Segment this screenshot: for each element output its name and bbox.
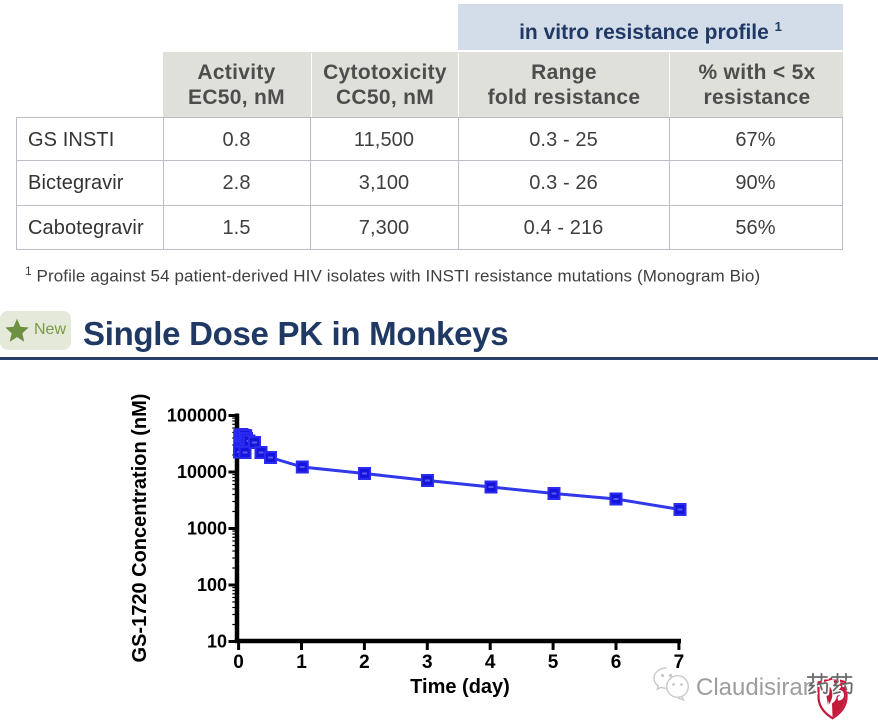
svg-text:3: 3 <box>422 652 433 673</box>
svg-text:6: 6 <box>611 652 622 673</box>
svg-text:Time (day): Time (day) <box>410 676 510 698</box>
svg-text:10000: 10000 <box>177 462 227 482</box>
svg-text:10: 10 <box>207 632 227 652</box>
svg-text:1: 1 <box>296 652 307 673</box>
svg-text:4: 4 <box>485 652 496 673</box>
svg-text:GS-1720 Concentration (nM): GS-1720 Concentration (nM) <box>129 394 151 663</box>
svg-text:100: 100 <box>197 575 227 595</box>
svg-text:100000: 100000 <box>167 406 227 426</box>
svg-text:5: 5 <box>548 652 559 673</box>
svg-text:1000: 1000 <box>187 519 227 539</box>
svg-text:2: 2 <box>359 652 370 673</box>
svg-text:7: 7 <box>674 652 685 673</box>
svg-text:0: 0 <box>233 652 244 673</box>
